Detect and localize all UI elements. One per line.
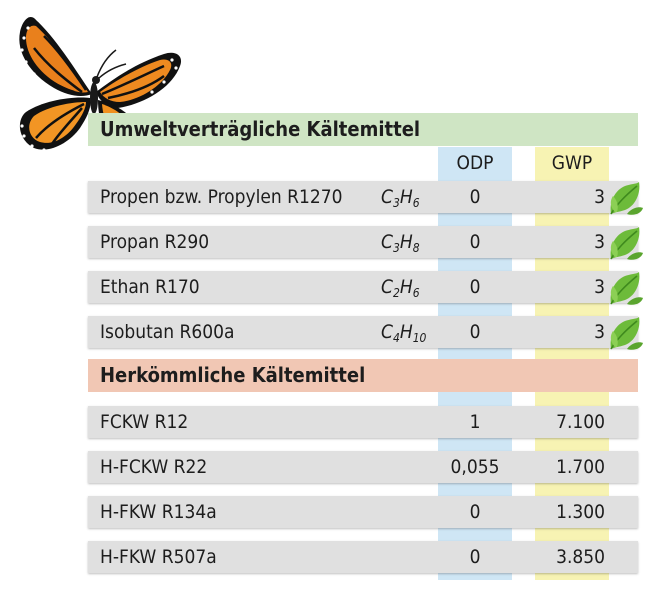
- refrigerant-name: FCKW R12: [100, 411, 189, 433]
- gwp-value: 3: [594, 186, 605, 208]
- chemical-formula: C3H6: [381, 186, 420, 210]
- table-row: H-FKW R507a 0 3.850: [88, 541, 638, 573]
- leaf-icon: [605, 223, 645, 263]
- gwp-value: 1.300: [556, 501, 605, 523]
- chemical-formula: C2H6: [381, 276, 420, 300]
- gwp-value: 3: [594, 276, 605, 298]
- leaf-icon: [605, 313, 645, 353]
- refrigerant-name: H-FCKW R22: [100, 456, 208, 478]
- conventional-section-title: Herkömmliche Kältemittel: [88, 359, 638, 392]
- gwp-value: 3.850: [556, 546, 605, 568]
- table-row: H-FKW R134a 0 1.300: [88, 496, 638, 528]
- odp-value: 0: [469, 276, 481, 298]
- odp-value: 0: [469, 546, 481, 568]
- refrigerant-name: Ethan R170: [100, 276, 200, 298]
- table-row: Propan R290 C3H8 0 3: [88, 226, 638, 258]
- refrigerant-name: H-FKW R507a: [100, 546, 217, 568]
- eco-section-title: Umweltverträgliche Kältemittel: [88, 113, 638, 146]
- chemical-formula: C3H8: [381, 231, 420, 255]
- odp-value: 0: [469, 231, 481, 253]
- gwp-value: 3: [594, 231, 605, 253]
- table-row: Propen bzw. Propylen R1270 C3H6 0 3: [88, 181, 638, 213]
- gwp-value: 3: [594, 321, 605, 343]
- refrigerant-name: Propan R290: [100, 231, 210, 253]
- table-row: H-FCKW R22 0,055 1.700: [88, 451, 638, 483]
- refrigerant-name: Isobutan R600a: [100, 321, 235, 343]
- odp-value: 0: [469, 501, 481, 523]
- refrigerant-name: H-FKW R134a: [100, 501, 217, 523]
- odp-value: 0,055: [450, 456, 500, 478]
- chemical-formula: C4H10: [381, 321, 427, 345]
- odp-value: 1: [469, 411, 481, 433]
- table-row: Isobutan R600a C4H10 0 3: [88, 316, 638, 348]
- leaf-icon: [605, 178, 645, 218]
- gwp-value: 1.700: [556, 456, 605, 478]
- refrigerant-name: Propen bzw. Propylen R1270: [100, 186, 343, 208]
- table-row: Ethan R170 C2H6 0 3: [88, 271, 638, 303]
- odp-column-header: ODP: [456, 152, 494, 174]
- odp-value: 0: [469, 321, 481, 343]
- table-row: FCKW R12 1 7.100: [88, 406, 638, 438]
- leaf-icon: [605, 268, 645, 308]
- gwp-column-header: GWP: [551, 152, 593, 174]
- gwp-value: 7.100: [556, 411, 605, 433]
- odp-value: 0: [469, 186, 481, 208]
